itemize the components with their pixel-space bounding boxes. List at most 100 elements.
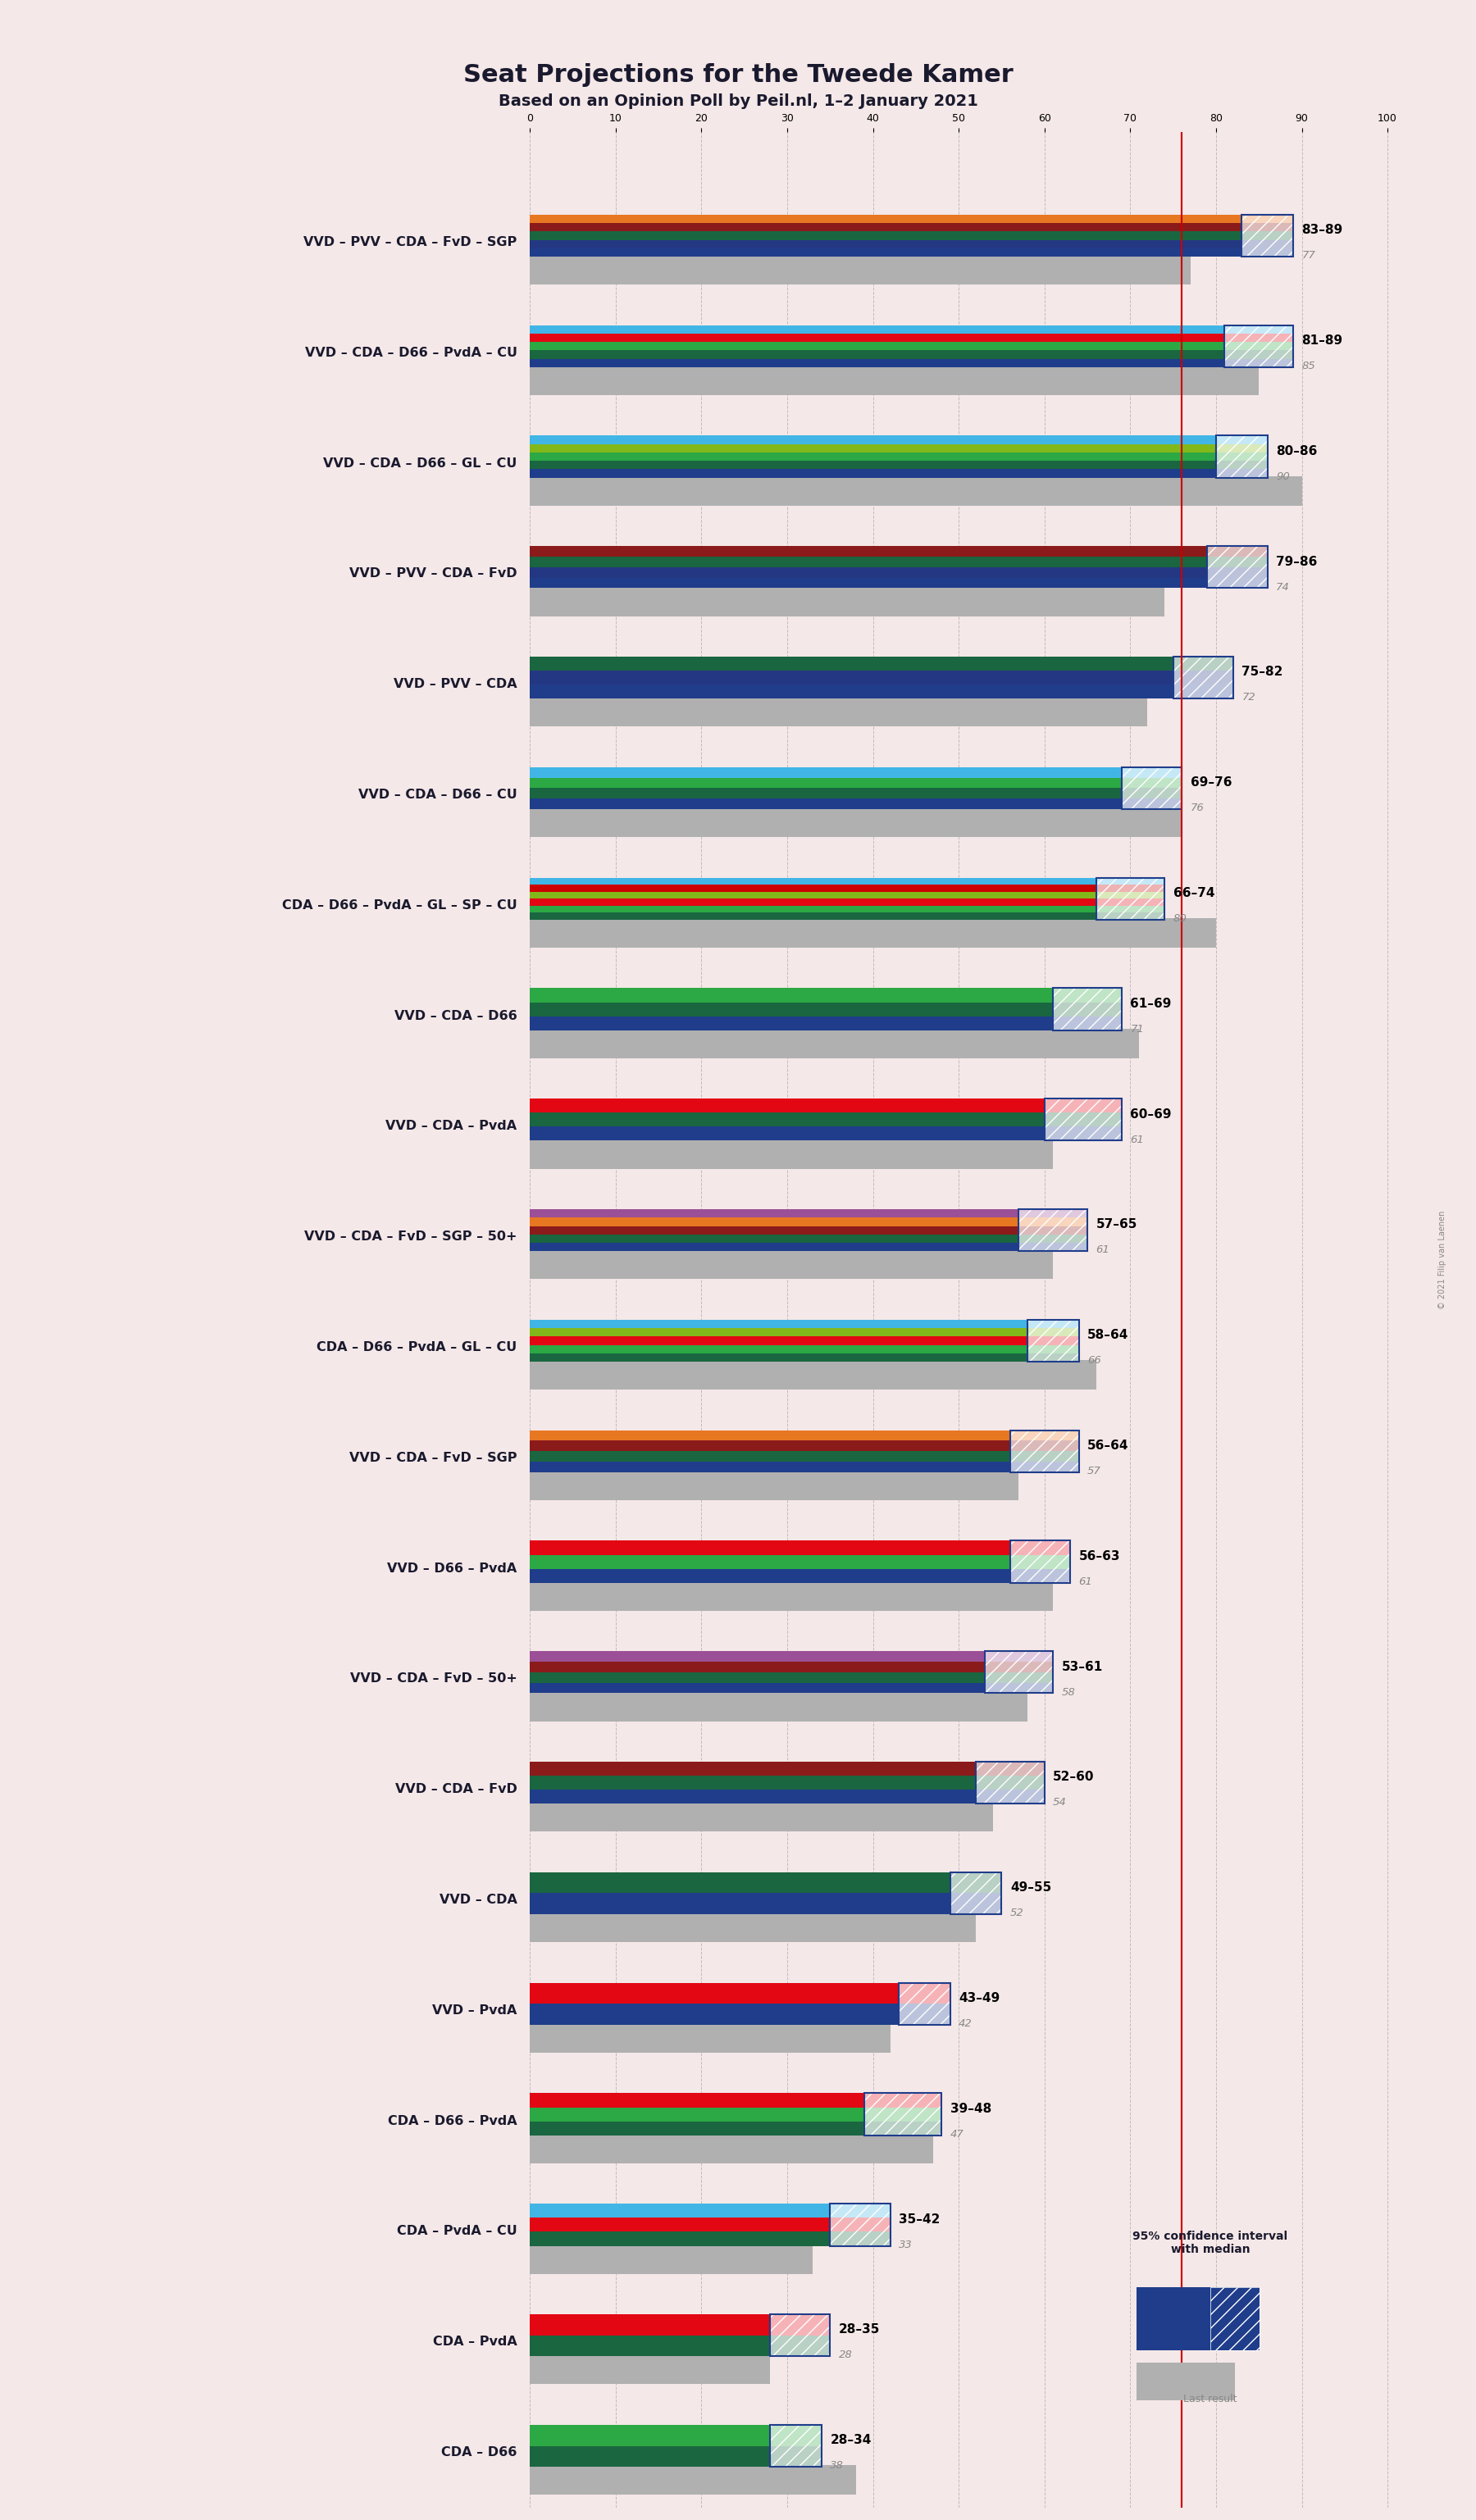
Bar [1018,1210,1088,1252]
Bar [830,2218,890,2233]
Text: 56–64: 56–64 [1088,1439,1129,1452]
Bar [976,1789,1045,1804]
Bar [1010,1431,1079,1472]
Bar [530,2465,856,2495]
Bar [530,1441,1079,1452]
Text: CDA – D66: CDA – D66 [441,2447,517,2460]
Bar [1097,877,1165,920]
Bar [530,1777,1045,1789]
Bar [530,1540,1070,1555]
Bar [530,2424,822,2447]
Bar [1052,1003,1122,1016]
Bar [530,2094,942,2107]
Bar [899,1983,951,2024]
Text: 28–34: 28–34 [830,2434,871,2447]
Bar [530,1691,1027,1721]
Bar [1210,2288,1259,2349]
Text: 83–89: 83–89 [1302,224,1343,237]
Bar [1045,1099,1122,1142]
Bar [530,222,1293,232]
Bar [984,1651,1052,1661]
Text: 58–64: 58–64 [1088,1328,1129,1341]
Bar [530,214,1293,257]
Text: 54: 54 [1052,1797,1067,1807]
Bar [530,214,1293,222]
Text: 80–86: 80–86 [1277,446,1318,456]
Bar [530,1452,1079,1462]
Bar [1010,1431,1079,1441]
Bar [530,2245,813,2273]
Text: 61: 61 [1131,1134,1144,1144]
Text: CDA – D66 – PvdA – GL – SP – CU: CDA – D66 – PvdA – GL – SP – CU [282,900,517,912]
Text: 52–60: 52–60 [1052,1772,1095,1784]
Bar [530,766,1182,809]
Bar [530,799,1182,809]
Bar [1010,1540,1070,1583]
Bar [865,2122,942,2134]
Bar [530,1872,1002,1893]
Bar [530,333,1293,343]
Bar [530,1353,1079,1361]
Bar [530,1361,1097,1389]
Bar [530,912,1165,920]
Bar [530,670,1232,685]
Bar [530,1242,1088,1252]
Bar [984,1651,1052,1693]
Bar [530,2003,951,2024]
Text: 33: 33 [899,2240,912,2250]
Bar [1027,1320,1079,1328]
Bar [1097,877,1165,885]
Bar [530,1540,1070,1583]
Bar [1045,1114,1122,1126]
Text: 60–69: 60–69 [1131,1109,1172,1121]
Text: 58: 58 [1061,1686,1076,1698]
Bar [1010,1462,1079,1472]
Bar [530,436,1268,444]
Bar [865,2094,942,2107]
Bar [530,1227,1088,1235]
Bar [530,343,1293,350]
Text: 43–49: 43–49 [959,1993,999,2003]
Bar [530,350,1293,358]
Bar [530,1580,1052,1610]
Text: Based on an Opinion Poll by Peil.nl, 1–2 January 2021: Based on an Opinion Poll by Peil.nl, 1–2… [499,93,977,108]
Bar [530,454,1268,461]
Bar [530,658,1232,670]
Text: CDA – PvdA: CDA – PvdA [432,2336,517,2349]
Bar [1207,567,1268,577]
Bar [530,988,1122,1003]
Bar [530,2134,933,2162]
Bar [530,885,1165,892]
Bar [530,779,1182,789]
Bar [1207,547,1268,587]
Text: 47: 47 [951,2129,964,2139]
Bar [530,567,1268,577]
Bar [530,2094,942,2134]
Bar [1225,325,1293,368]
Text: 28–35: 28–35 [838,2323,880,2336]
Bar [530,1462,1079,1472]
Bar [770,2424,822,2467]
Bar [1045,1099,1122,1142]
Bar [530,1761,1045,1777]
Bar [1097,877,1165,920]
Bar [530,1217,1088,1227]
Bar [770,2313,830,2356]
Bar [530,2122,942,2134]
Text: VVD – CDA – PvdA: VVD – CDA – PvdA [385,1121,517,1131]
Bar [1097,912,1165,920]
Bar [530,1320,1079,1361]
Bar [1241,214,1293,257]
Bar [530,2024,890,2054]
Bar [1207,557,1268,567]
Bar [899,1983,951,2024]
Bar [1027,1346,1079,1353]
Bar [530,239,1293,247]
Bar [984,1673,1052,1683]
Bar [899,2003,951,2024]
Bar [1122,766,1182,809]
Bar [1207,547,1268,587]
Bar [951,1872,1002,1915]
Bar [865,2094,942,2134]
Bar [1207,547,1268,587]
